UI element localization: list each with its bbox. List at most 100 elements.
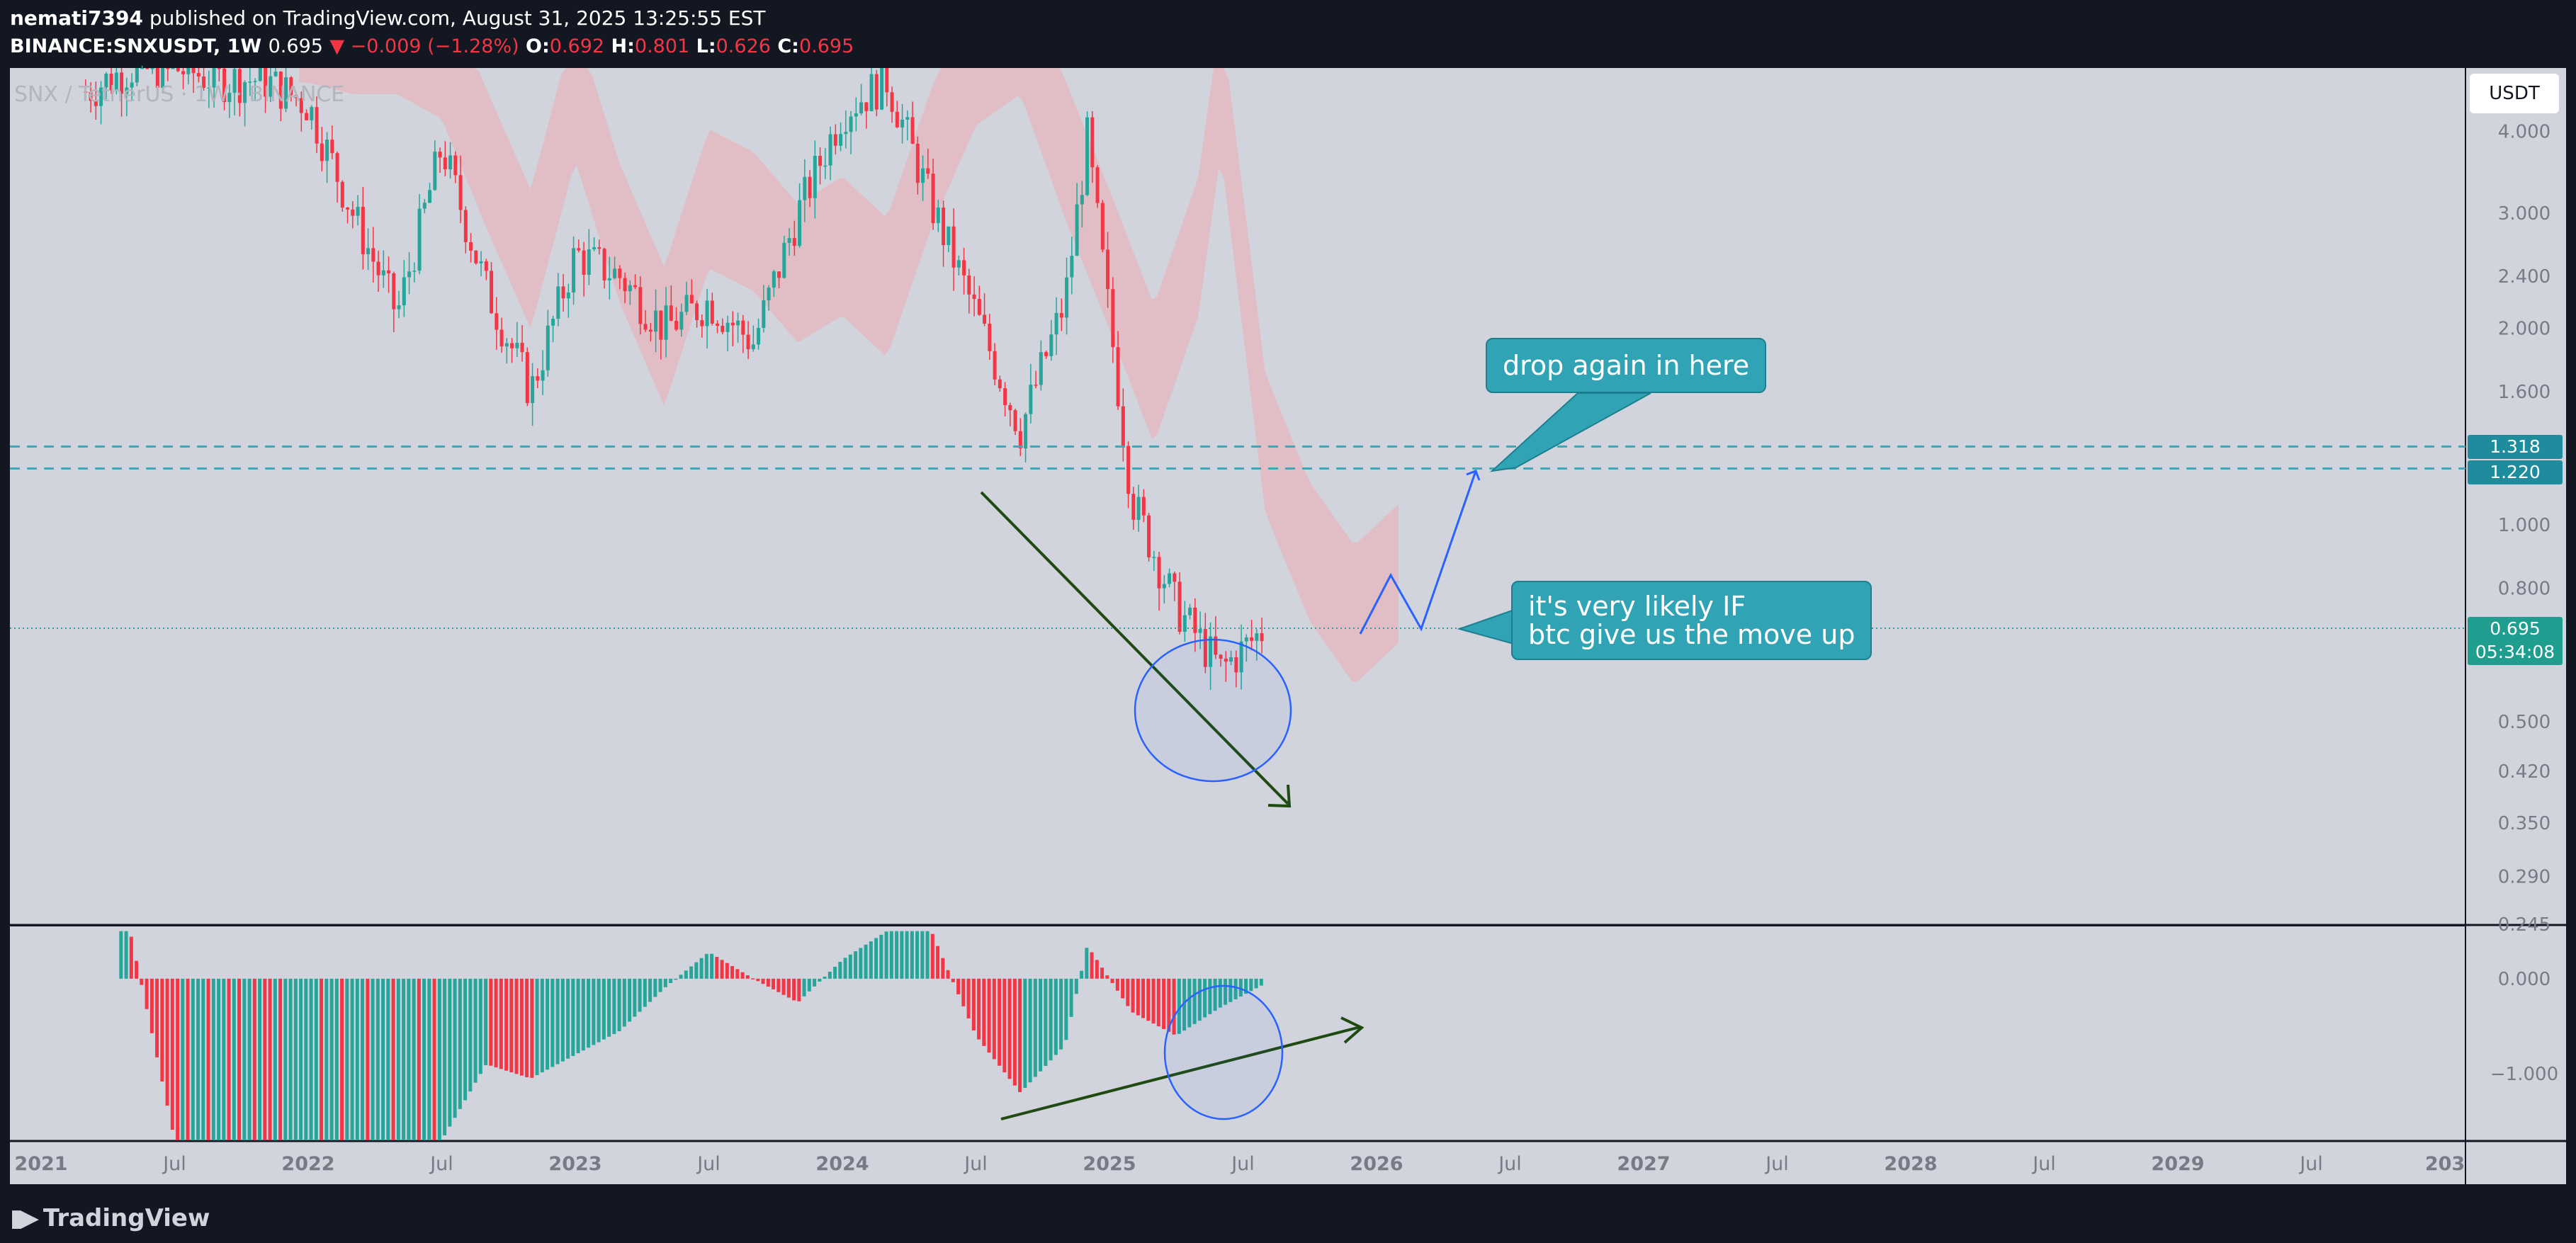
histogram-bar	[186, 978, 190, 1140]
candle-body	[1157, 557, 1161, 589]
tradingview-logo[interactable]: ▮▶ TradingView	[10, 1201, 210, 1236]
time-tick-label: 2022	[281, 1153, 334, 1175]
candle-body	[777, 271, 781, 278]
indicator-circle[interactable]	[1163, 984, 1284, 1120]
very-likely-callout[interactable]: it's very likely IF btc give us the move…	[1511, 581, 1872, 660]
drop-again-callout[interactable]: drop again in here	[1486, 338, 1767, 393]
candle-body	[725, 322, 730, 332]
very-likely-line-1: it's very likely IF	[1528, 591, 1746, 622]
histogram-bar	[278, 978, 283, 1140]
current-price-value: 0.695	[2490, 618, 2541, 639]
candle-body	[1039, 352, 1043, 385]
histogram-bar	[1018, 978, 1022, 1092]
uptrend-arrow-line[interactable]	[1000, 1026, 1361, 1120]
histogram-bar	[555, 978, 560, 1065]
histogram-bar	[217, 978, 221, 1140]
projected-path-head[interactable]	[1466, 470, 1481, 481]
uptrend-arrow-head[interactable]	[1340, 1016, 1365, 1044]
histogram-bar	[1146, 978, 1151, 1021]
candle-body	[99, 87, 103, 106]
candle-body	[299, 98, 303, 113]
currency-button[interactable]: USDT	[2470, 74, 2559, 113]
histogram-bar	[1136, 978, 1140, 1016]
histogram-bar	[566, 978, 570, 1059]
publisher-name[interactable]: nemati7394	[10, 6, 143, 30]
histogram-bar	[1053, 978, 1058, 1055]
histogram-bar	[288, 978, 293, 1140]
histogram-bar	[324, 978, 329, 1140]
histogram-bar	[740, 972, 745, 979]
histogram-bar	[329, 978, 334, 1140]
histogram-bar	[1177, 978, 1181, 1034]
candle-body	[237, 69, 242, 103]
candle-body	[587, 249, 591, 275]
projected-path[interactable]	[1359, 470, 1477, 635]
price-circle[interactable]	[1134, 638, 1292, 783]
chart-header: nemati7394 published on TradingView.com,…	[10, 4, 854, 61]
histogram-bar	[237, 978, 242, 1140]
candle-body	[258, 68, 262, 81]
histogram-bar	[1244, 978, 1248, 994]
time-tick-label: Jul	[162, 1153, 186, 1175]
candle-body	[145, 68, 149, 69]
time-axis[interactable]	[10, 1142, 2465, 1184]
downtrend-arrow-head[interactable]	[1267, 784, 1292, 808]
histogram-bar	[592, 978, 596, 1045]
candle-body	[618, 268, 622, 278]
candle-body	[490, 271, 494, 314]
candle-body	[161, 68, 165, 88]
candle-body	[428, 190, 432, 203]
histogram-bar	[874, 938, 879, 979]
histogram-bar	[1100, 967, 1105, 979]
candle-body	[310, 107, 314, 120]
candle-body	[869, 74, 874, 111]
candle-body	[114, 72, 118, 91]
candle-body	[387, 270, 391, 274]
histogram-bar	[304, 978, 308, 1140]
histogram-bar	[247, 978, 252, 1140]
time-tick-label: 2024	[815, 1153, 869, 1175]
histogram-bar	[478, 978, 482, 1074]
downtrend-arrow-line[interactable]	[980, 491, 1289, 805]
histogram-bar	[827, 971, 832, 979]
candle-body	[1198, 629, 1202, 633]
candle-body	[504, 343, 509, 347]
candle-body	[556, 286, 560, 319]
last-price: 0.695	[268, 35, 323, 57]
candle-body	[854, 113, 858, 117]
candle-body	[196, 73, 200, 76]
histogram-bar	[966, 978, 971, 1018]
time-tick-label: Jul	[696, 1153, 721, 1175]
candle-body	[654, 310, 658, 332]
candle-body	[1059, 312, 1063, 318]
histogram-bar	[1218, 978, 1222, 1008]
histogram-bar	[961, 978, 966, 1006]
candle-body	[397, 305, 401, 310]
low-value: 0.626	[716, 35, 771, 57]
histogram-bar	[232, 978, 236, 1140]
candle-body	[1024, 414, 1028, 449]
histogram-bar	[951, 978, 955, 982]
candle-body	[1121, 406, 1125, 446]
symbol-label[interactable]: BINANCE:SNXUSDT, 1W	[10, 35, 262, 57]
price-tick-label: 2.400	[2498, 266, 2550, 288]
price-tick-label: 2.000	[2498, 318, 2550, 339]
candle-body	[202, 76, 206, 88]
candle-body	[1054, 312, 1058, 335]
candle-body	[495, 313, 499, 330]
candle-body	[983, 314, 987, 324]
histogram-bar	[1121, 978, 1125, 999]
candle-body	[1100, 203, 1105, 250]
histogram-bar	[900, 931, 904, 979]
candle-body	[1049, 334, 1053, 356]
histogram-bar	[715, 957, 719, 979]
candle-body	[972, 294, 976, 300]
candle-body	[1188, 607, 1192, 615]
candle-body	[371, 248, 375, 262]
candle-body	[351, 209, 355, 216]
histogram-bar	[745, 975, 750, 979]
price-tick-label: 0.800	[2498, 579, 2550, 600]
histogram-bar	[366, 978, 370, 1140]
histogram-bar	[530, 978, 534, 1078]
